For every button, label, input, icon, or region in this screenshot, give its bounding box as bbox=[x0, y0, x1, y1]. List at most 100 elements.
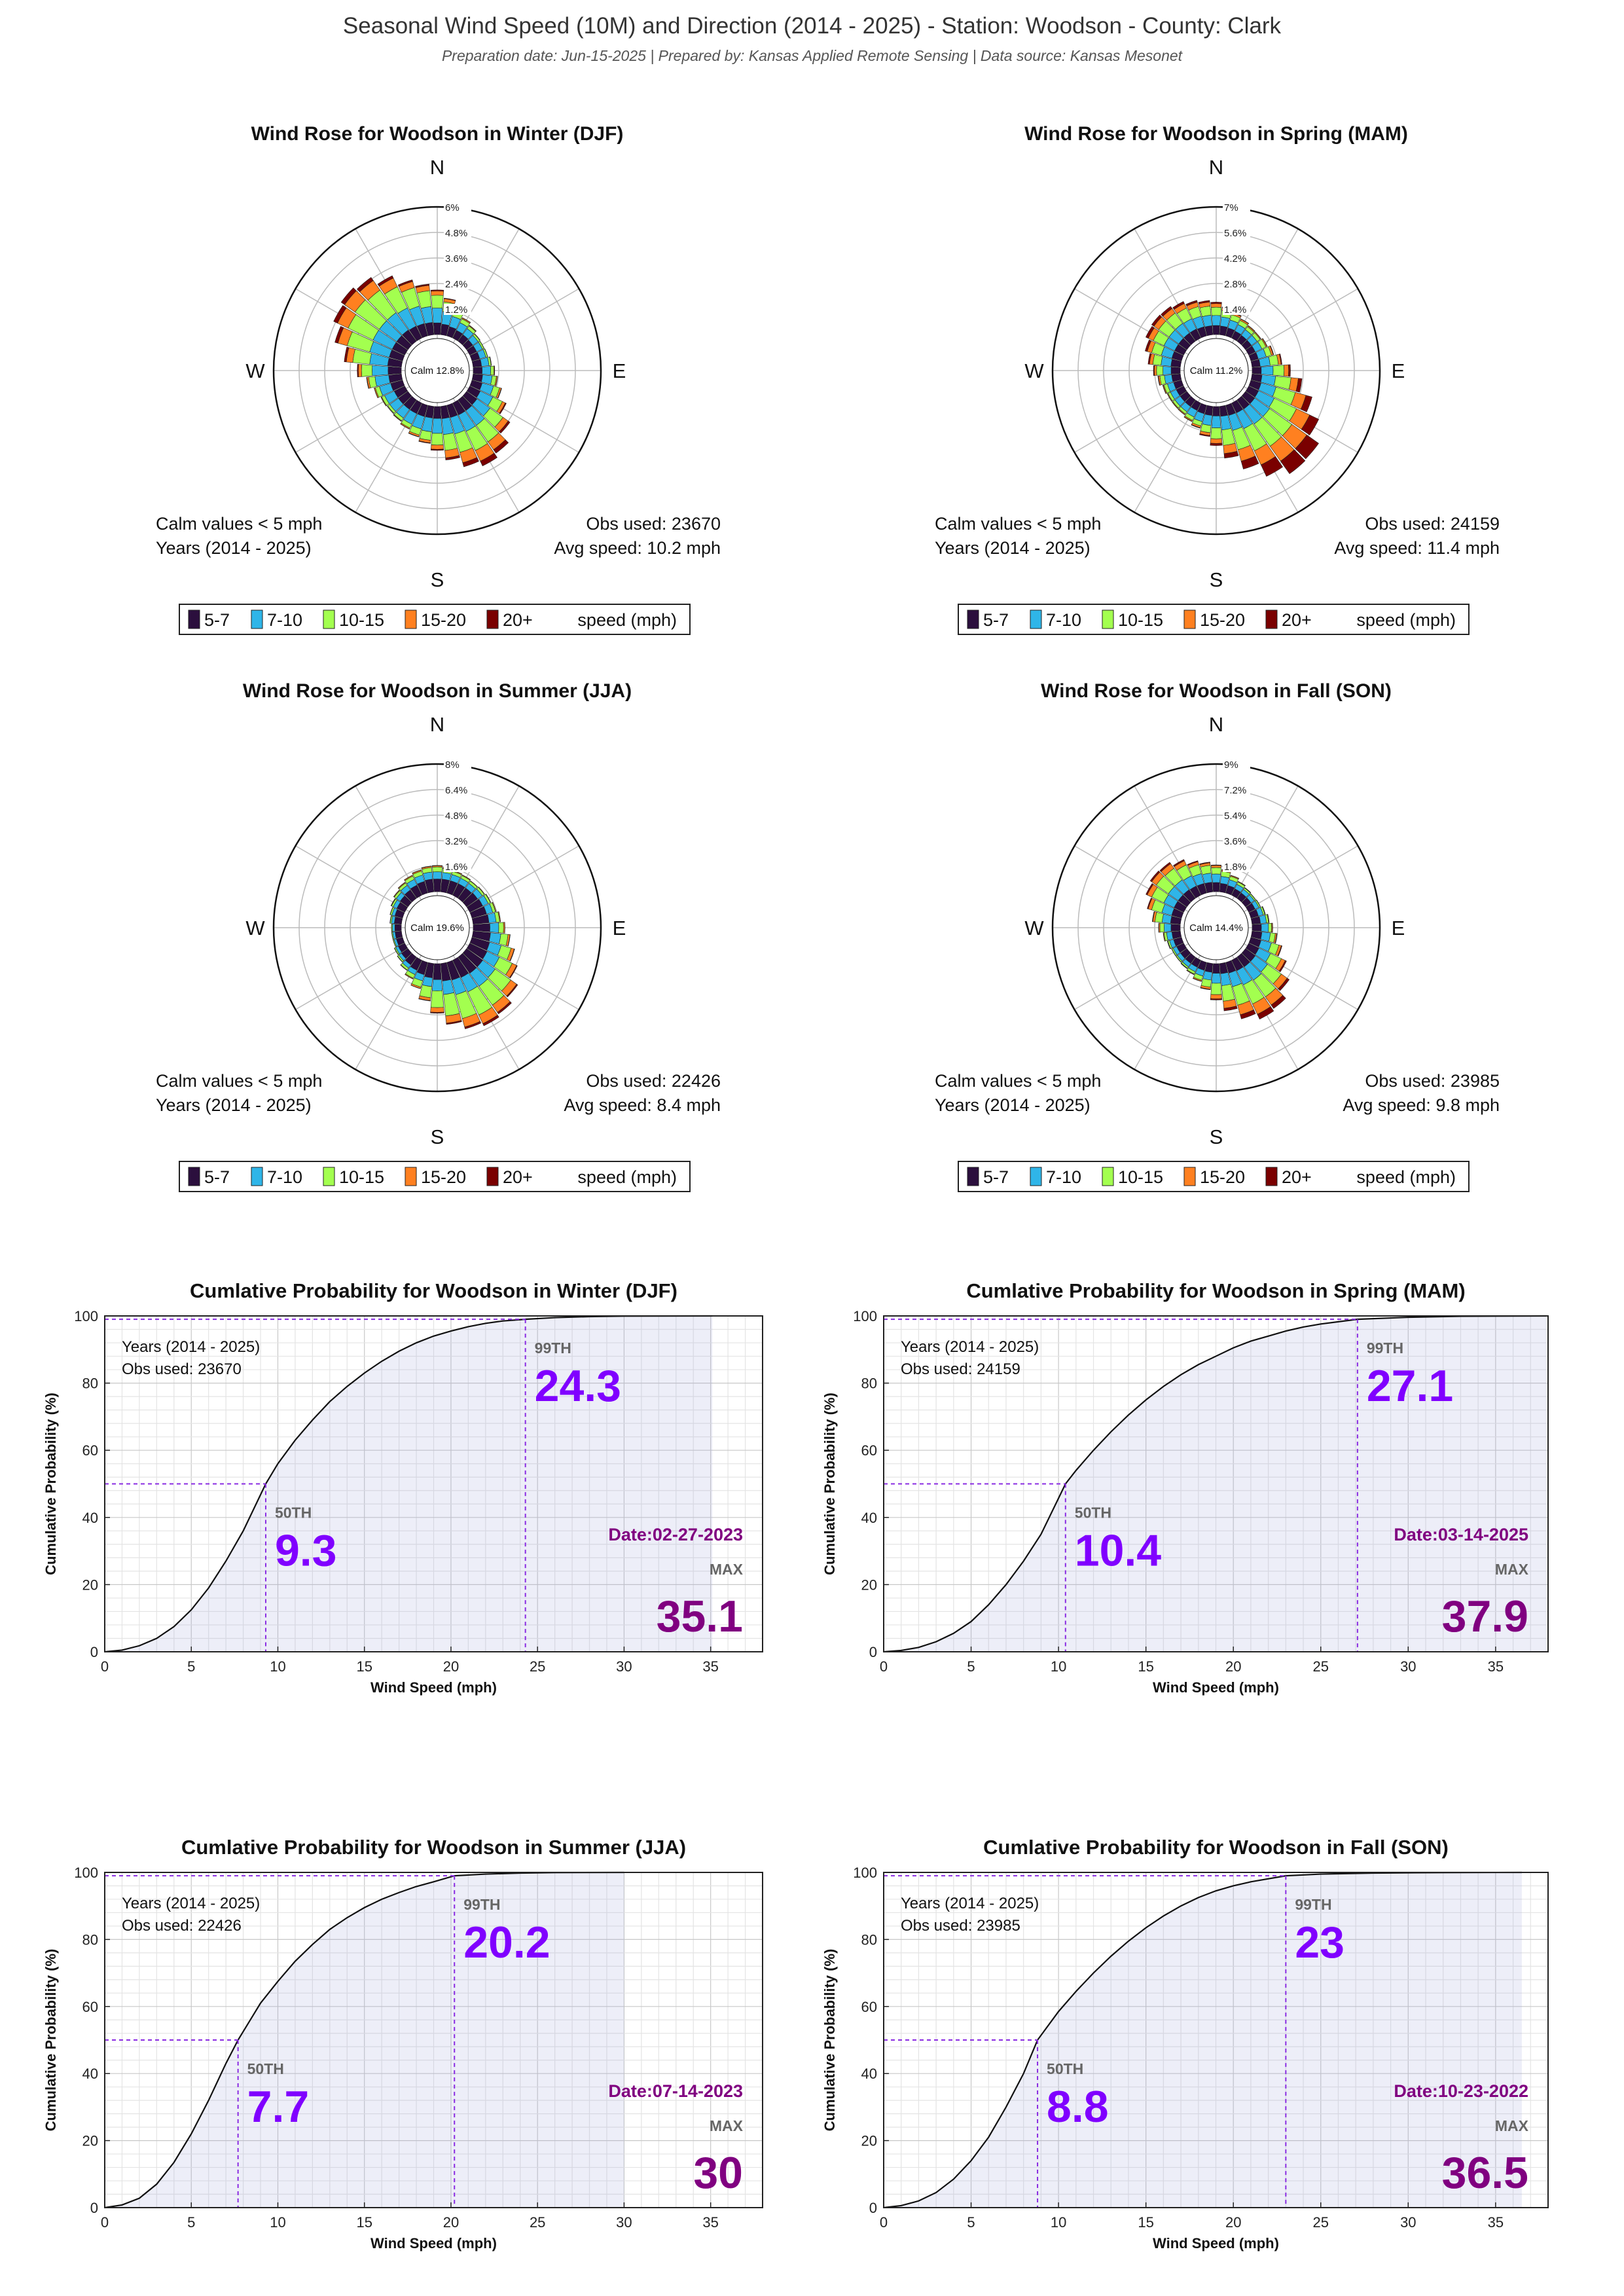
x-tick-label: 30 bbox=[616, 1658, 632, 1675]
rose-ring bbox=[1128, 283, 1304, 458]
rose-wedge-20+ bbox=[1255, 331, 1261, 339]
max-value: 36.5 bbox=[1442, 2148, 1528, 2198]
rose-wedge-20+ bbox=[1238, 881, 1246, 886]
rose-wedge-20+ bbox=[377, 275, 394, 287]
rose-wedge-20+ bbox=[497, 1001, 512, 1015]
rose-wedge-15-20 bbox=[431, 445, 444, 450]
rose-wedge-15-20 bbox=[1211, 865, 1221, 868]
rose-wedge-15-20 bbox=[1255, 900, 1261, 907]
rose-wedge-20+ bbox=[497, 388, 502, 399]
compass-south: S bbox=[431, 568, 444, 591]
y-tick-label: 80 bbox=[82, 1931, 98, 1948]
ring-label: 3.6% bbox=[445, 253, 467, 264]
legend-swatch-20+ bbox=[1265, 610, 1278, 629]
rose-wedge-20+ bbox=[1230, 875, 1240, 879]
compass-west: W bbox=[1024, 359, 1044, 382]
rose-wedge-5-7 bbox=[1252, 924, 1262, 932]
cdf-title: Cumlative Probability for Woodson in Win… bbox=[190, 1279, 677, 1302]
p99-value: 20.2 bbox=[463, 1918, 550, 1967]
rose-wedge-15-20 bbox=[1175, 956, 1182, 963]
ring-label-bg bbox=[444, 861, 471, 872]
y-tick-label: 0 bbox=[90, 2200, 98, 2216]
x-tick-label: 0 bbox=[101, 1658, 109, 1675]
rose-wedge-7-10 bbox=[488, 932, 501, 944]
ring-label: 4.8% bbox=[445, 811, 467, 822]
rose-wedge-20+ bbox=[494, 365, 496, 376]
legend-unit-label: speed (mph) bbox=[577, 1167, 677, 1187]
wind-rose-1: Wind Rose for Woodson in Spring (MAM) N S E… bbox=[935, 123, 1500, 635]
cdf-area bbox=[105, 1316, 713, 1652]
x-tick-label: 30 bbox=[1400, 1658, 1416, 1675]
obs-note: Obs used: 22426 bbox=[586, 1071, 721, 1091]
legend-unit-label: speed (mph) bbox=[1356, 610, 1456, 630]
x-tick-label: 35 bbox=[702, 1658, 718, 1675]
legend-swatch-10-15 bbox=[1102, 1167, 1114, 1186]
legend-swatch-5-7 bbox=[188, 1167, 200, 1186]
rose-wedge-20+ bbox=[498, 911, 501, 922]
legend-box bbox=[958, 1161, 1470, 1192]
avg-speed-note: Avg speed: 9.8 mph bbox=[1343, 1095, 1500, 1115]
rose-wedge-7-10 bbox=[432, 308, 442, 323]
ring-label-bg bbox=[444, 759, 471, 770]
ring-label: 4.2% bbox=[1224, 253, 1246, 264]
x-tick-label: 5 bbox=[187, 2214, 195, 2231]
rose-wedge-20+ bbox=[1262, 906, 1266, 915]
rose-wedge-20+ bbox=[366, 376, 369, 389]
rose-wedge-20+ bbox=[444, 297, 456, 301]
ring-label-bg bbox=[444, 784, 471, 795]
rose-outer-ring bbox=[272, 763, 602, 1093]
rose-wedge-20+ bbox=[404, 875, 413, 881]
x-tick-label: 25 bbox=[1313, 1658, 1329, 1675]
rose-wedge-5-7 bbox=[1212, 406, 1220, 416]
rose-wedge-15-20 bbox=[1210, 438, 1223, 444]
rose-wedge-20+ bbox=[418, 998, 431, 1002]
rose-wedge-7-10 bbox=[1163, 366, 1172, 375]
compass-east: E bbox=[1392, 359, 1405, 382]
rose-wedge-7-10 bbox=[422, 976, 433, 987]
calm-note: Calm values < 5 mph bbox=[935, 1071, 1101, 1091]
rose-wedge-20+ bbox=[1269, 345, 1274, 355]
ring-label-bg bbox=[444, 835, 471, 847]
ring-label-bg bbox=[1223, 835, 1250, 847]
rose-wedge-20+ bbox=[1240, 318, 1250, 324]
p50-value: 9.3 bbox=[275, 1526, 337, 1576]
rose-wedge-5-7 bbox=[473, 923, 490, 932]
compass-north: N bbox=[1209, 713, 1223, 736]
p50-label: 50TH bbox=[247, 2060, 284, 2077]
rose-wedge-10-15 bbox=[1210, 427, 1222, 439]
rose-wedge-7-10 bbox=[1211, 973, 1221, 984]
info-obs: Obs used: 24159 bbox=[901, 1360, 1020, 1378]
y-tick-label: 100 bbox=[853, 1865, 877, 1881]
x-tick-label: 30 bbox=[1400, 2214, 1416, 2231]
rose-wedge-15-20 bbox=[470, 880, 478, 888]
rose-wedge-20+ bbox=[1278, 354, 1282, 365]
legend-unit-label: speed (mph) bbox=[577, 610, 677, 630]
legend-swatch-10-15 bbox=[1102, 610, 1114, 629]
p99-label: 99TH bbox=[1295, 1896, 1331, 1913]
ring-label-bg bbox=[444, 202, 471, 213]
rose-wedge-10-15 bbox=[490, 365, 494, 376]
rose-wedge-20+ bbox=[482, 1015, 499, 1027]
plot-frame bbox=[883, 1872, 1549, 2208]
rose-wedge-20+ bbox=[1166, 941, 1171, 949]
rose-calm-label: Calm 14.4% bbox=[1189, 922, 1243, 934]
rose-wedge-20+ bbox=[480, 452, 497, 467]
x-tick-label: 0 bbox=[880, 1658, 888, 1675]
rose-ring bbox=[298, 789, 576, 1066]
compass-east: E bbox=[613, 917, 626, 939]
rose-wedge-20+ bbox=[1145, 339, 1151, 352]
rose-wedge-7-10 bbox=[1161, 913, 1172, 924]
ring-label-bg bbox=[1223, 253, 1250, 264]
rose-wedge-15-20 bbox=[489, 356, 492, 366]
p99-label: 99TH bbox=[535, 1339, 571, 1357]
legend-swatch-7-10 bbox=[1030, 1167, 1042, 1186]
rose-wedge-10-15 bbox=[431, 433, 444, 446]
rose-wedge-7-10 bbox=[1164, 923, 1172, 932]
page-subtitle: Preparation date: Jun-15-2025 | Prepared… bbox=[441, 47, 1183, 64]
avg-speed-note: Avg speed: 8.4 mph bbox=[564, 1095, 721, 1115]
rose-wedge-20+ bbox=[1295, 434, 1319, 460]
rose-wedge-20+ bbox=[493, 439, 509, 454]
rose-wedge-20+ bbox=[1288, 364, 1291, 377]
compass-east: E bbox=[613, 359, 626, 382]
rose-wedge-5-7 bbox=[1170, 367, 1181, 374]
